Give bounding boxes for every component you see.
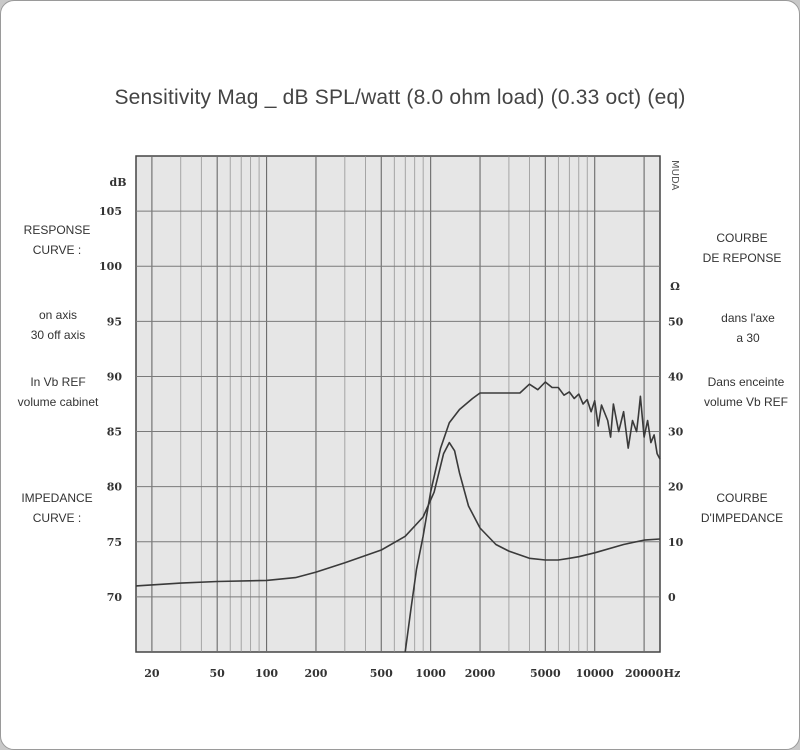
x-tick-label: 100 bbox=[255, 667, 278, 680]
left-impedance-line-2: CURVE : bbox=[32, 511, 82, 525]
x-tick-label: 20000 bbox=[625, 667, 664, 680]
y2-tick-label: 50 bbox=[668, 315, 684, 328]
right-vb-label: Dans enceinte volume Vb REF bbox=[696, 372, 796, 412]
x-tick-label: 5000 bbox=[530, 667, 561, 680]
left-axis-label: on axis 30 off axis bbox=[12, 305, 104, 345]
left-vb-line-1: In Vb REF bbox=[30, 375, 86, 389]
y-unit-label: dB bbox=[110, 176, 127, 189]
left-response-label: RESPONSE CURVE : bbox=[18, 220, 96, 260]
left-impedance-label: IMPEDANCE CURVE : bbox=[14, 488, 100, 528]
y-tick-label: 80 bbox=[107, 481, 123, 494]
plot-background bbox=[135, 155, 661, 653]
y-tick-label: 100 bbox=[99, 260, 122, 273]
y-tick-label: 105 bbox=[99, 205, 122, 218]
x-tick-label: 2000 bbox=[465, 667, 496, 680]
y-tick-label: 85 bbox=[107, 426, 122, 439]
left-vb-line-2: volume cabinet bbox=[17, 395, 99, 409]
left-response-line-1: RESPONSE bbox=[23, 223, 91, 237]
y2-tick-label: 30 bbox=[668, 426, 684, 439]
right-axis-line-1: dans l'axe bbox=[721, 311, 775, 325]
left-response-line-2: CURVE : bbox=[32, 243, 82, 257]
right-response-line-2: DE REPONSE bbox=[702, 251, 782, 265]
y2-tick-label: 40 bbox=[668, 370, 684, 383]
x-tick-label: 200 bbox=[304, 667, 327, 680]
right-impedance-label: COURBE D'IMPEDANCE bbox=[696, 488, 788, 528]
right-axis-note: MUDA bbox=[669, 160, 680, 190]
response-curve bbox=[404, 381, 661, 653]
tick-labels: 20 50 100 200 500 1000 2000 5000 10000 2000010510… bbox=[99, 205, 684, 680]
left-vb-label: In Vb REF volume cabinet bbox=[10, 372, 106, 412]
right-response-line-1: COURBE bbox=[716, 231, 768, 245]
x-tail-label: Hz bbox=[664, 667, 681, 680]
grid-lines bbox=[136, 156, 660, 652]
y-tick-label: 75 bbox=[107, 536, 122, 549]
y-tick-label: 95 bbox=[107, 315, 122, 328]
curves bbox=[135, 381, 661, 653]
right-vb-line-2: volume Vb REF bbox=[703, 395, 789, 409]
left-axis-line-2: 30 off axis bbox=[30, 328, 86, 342]
chart-title: Sensitivity Mag _ dB SPL/watt (8.0 ohm l… bbox=[114, 86, 686, 109]
right-impedance-line-1: COURBE bbox=[716, 491, 768, 505]
left-impedance-line-1: IMPEDANCE bbox=[21, 491, 93, 505]
right-axis-label: dans l'axe a 30 bbox=[706, 308, 790, 348]
right-axis-line-2: a 30 bbox=[736, 331, 760, 345]
y-tick-label: 70 bbox=[107, 591, 123, 604]
y2-tick-label: 20 bbox=[668, 481, 684, 494]
x-tick-label: 500 bbox=[370, 667, 393, 680]
x-tick-label: 1000 bbox=[415, 667, 446, 680]
y2-tick-label: 0 bbox=[668, 591, 676, 604]
y2-tick-label: 10 bbox=[668, 536, 684, 549]
x-tick-label: 20 bbox=[144, 667, 160, 680]
x-tick-label: 10000 bbox=[576, 667, 615, 680]
right-vb-line-1: Dans enceinte bbox=[707, 375, 785, 389]
right-response-label: COURBE DE REPONSE bbox=[696, 228, 788, 268]
left-axis-line-1: on axis bbox=[38, 308, 78, 322]
x-tick-label: 50 bbox=[210, 667, 226, 680]
y-tick-label: 90 bbox=[107, 370, 123, 383]
y2-unit-label: Ω bbox=[670, 280, 680, 293]
right-impedance-line-2: D'IMPEDANCE bbox=[700, 511, 784, 525]
impedance-curve bbox=[135, 441, 661, 587]
